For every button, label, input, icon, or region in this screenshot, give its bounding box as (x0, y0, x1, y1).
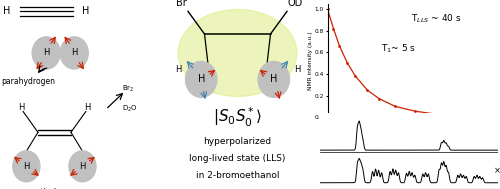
X-axis label: time (s): time (s) (398, 127, 425, 134)
Circle shape (186, 61, 217, 97)
Text: H: H (18, 103, 24, 112)
Circle shape (258, 61, 290, 97)
Text: ethylene: ethylene (36, 188, 73, 189)
Text: hyperpolarized: hyperpolarized (204, 137, 272, 146)
Text: H: H (43, 48, 50, 57)
Text: OD: OD (288, 0, 303, 8)
Circle shape (32, 37, 60, 69)
Text: T$_1$~ 5 s: T$_1$~ 5 s (381, 42, 416, 55)
Text: H: H (175, 65, 182, 74)
Circle shape (60, 37, 88, 69)
Text: parahydrogen: parahydrogen (2, 77, 56, 86)
Text: H: H (23, 162, 30, 171)
Text: H: H (198, 74, 205, 84)
Y-axis label: NMR intensity (a.u.): NMR intensity (a.u.) (308, 31, 314, 90)
Text: D$_2$O: D$_2$O (122, 104, 138, 114)
Text: T$_{LLS}$ ~ 40 s: T$_{LLS}$ ~ 40 s (411, 13, 462, 25)
Text: long-lived state (LLS): long-lived state (LLS) (190, 154, 286, 163)
Text: Br$_2$: Br$_2$ (122, 84, 134, 94)
Circle shape (13, 151, 40, 182)
Ellipse shape (178, 9, 297, 96)
Circle shape (69, 151, 96, 182)
Text: $|S_0S_0^*\rangle$: $|S_0S_0^*\rangle$ (213, 106, 262, 129)
Text: H: H (82, 6, 90, 16)
Text: in 2-bromoethanol: in 2-bromoethanol (196, 171, 279, 180)
Text: H: H (84, 103, 90, 112)
Text: H: H (294, 65, 300, 74)
Text: ×4: ×4 (494, 166, 500, 175)
Text: H: H (3, 6, 10, 16)
Text: Br: Br (176, 0, 187, 8)
Text: H: H (71, 48, 78, 57)
Text: H: H (270, 74, 278, 84)
Text: H: H (80, 162, 86, 171)
